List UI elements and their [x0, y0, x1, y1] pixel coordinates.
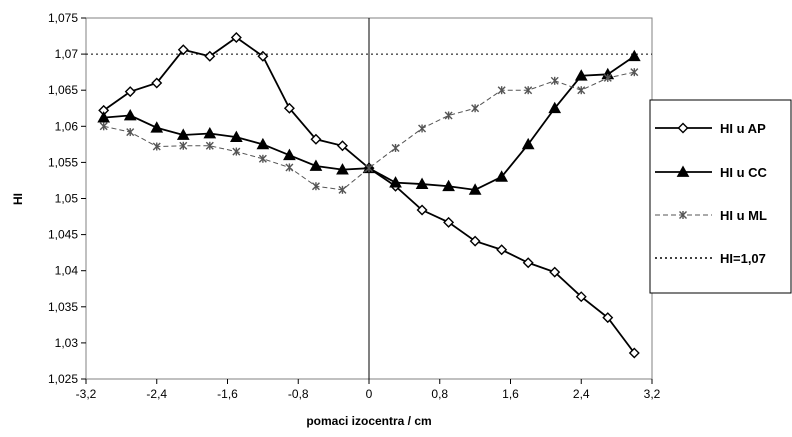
data-point	[336, 163, 349, 175]
data-point	[99, 122, 108, 131]
y-tick-label: 1,035	[48, 300, 78, 314]
data-point	[203, 126, 217, 139]
data-point	[497, 86, 506, 95]
data-point	[418, 124, 427, 133]
data-point	[258, 154, 267, 163]
data-point	[521, 137, 535, 150]
data-point	[230, 32, 242, 43]
data-point	[416, 204, 428, 216]
data-point	[310, 133, 322, 145]
data-point	[257, 50, 269, 62]
legend-marker	[677, 122, 689, 134]
series-line	[103, 71, 635, 191]
y-tick-label: 1,065	[48, 83, 78, 97]
y-tick-label: 1,03	[55, 336, 79, 350]
x-tick-label: 0,8	[431, 387, 448, 401]
series-layer	[86, 32, 652, 359]
data-point	[627, 49, 641, 62]
y-tick-label: 1,06	[55, 119, 79, 133]
data-point	[285, 163, 294, 172]
series-3	[99, 68, 639, 194]
data-point	[575, 291, 587, 303]
data-point	[471, 104, 480, 113]
data-point	[628, 347, 640, 359]
legend-label: HI u CC	[720, 165, 768, 180]
data-point	[365, 164, 373, 173]
data-point	[415, 177, 429, 189]
legend-label: HI u ML	[720, 208, 767, 223]
data-point	[176, 128, 190, 140]
data-point	[229, 130, 243, 143]
data-point	[179, 141, 188, 150]
legend-box	[649, 99, 792, 294]
data-point	[524, 86, 533, 95]
x-axis-title: pomaci izocentra / cm	[306, 414, 431, 428]
data-point	[151, 77, 163, 89]
data-point	[126, 128, 135, 137]
x-tick-label: 2,4	[573, 387, 590, 401]
data-point	[97, 111, 111, 123]
data-point	[602, 312, 614, 324]
x-tick-label: -0,8	[288, 387, 309, 401]
y-tick-label: 1,07	[55, 47, 79, 61]
data-point	[522, 257, 534, 269]
data-point	[336, 140, 348, 152]
x-axis-ticks: -3,2 -2,4 -1,6 -0,8 0 0,8 1,6 2,4 3,2	[76, 379, 661, 401]
x-tick-label: 1,6	[502, 387, 519, 401]
data-point	[443, 216, 455, 228]
x-tick-label: 0	[366, 387, 373, 401]
y-tick-label: 1,075	[48, 11, 78, 25]
data-point	[577, 86, 586, 95]
data-point	[391, 143, 400, 152]
y-tick-label: 1,05	[55, 192, 79, 206]
x-tick-label: 3,2	[644, 387, 661, 401]
data-point	[469, 235, 481, 247]
data-point	[495, 170, 509, 182]
data-point	[177, 44, 189, 56]
data-point	[283, 148, 296, 161]
data-point	[603, 73, 612, 82]
legend-label: HI u AP	[720, 121, 766, 136]
legend-marker	[679, 211, 687, 219]
y-tick-label: 1,045	[48, 228, 78, 242]
legend: HI u AP HI u CC HI u ML HI=1,07	[649, 99, 792, 294]
y-tick-label: 1,055	[48, 155, 78, 169]
data-point	[389, 176, 402, 188]
data-point	[256, 137, 270, 150]
data-point	[232, 147, 241, 156]
data-point	[468, 183, 482, 195]
y-axis-ticks: 1,025 1,03 1,035 1,04 1,045 1,05 1,055 1,06 1,06…	[48, 11, 86, 386]
data-point	[152, 142, 161, 151]
data-point	[496, 244, 508, 256]
x-tick-label: -1,6	[217, 387, 238, 401]
legend-label: HI=1,07	[720, 251, 766, 266]
data-point	[123, 108, 137, 121]
data-point	[311, 182, 320, 191]
data-point	[549, 266, 561, 278]
x-tick-label: -3,2	[76, 387, 97, 401]
data-point	[124, 86, 136, 98]
data-point	[442, 179, 455, 192]
data-point	[338, 185, 347, 194]
data-point	[630, 68, 639, 77]
data-point	[283, 102, 295, 114]
y-tick-label: 1,04	[55, 264, 79, 278]
data-point	[574, 69, 588, 81]
y-tick-label: 1,025	[48, 372, 78, 386]
data-point	[309, 159, 323, 171]
data-point	[444, 111, 453, 120]
data-point	[548, 101, 562, 114]
data-point	[205, 141, 214, 150]
legend-marker	[676, 165, 690, 177]
data-point	[550, 76, 559, 85]
x-tick-label: -2,4	[146, 387, 167, 401]
data-point	[150, 121, 164, 133]
y-axis-title: HI	[11, 193, 25, 205]
